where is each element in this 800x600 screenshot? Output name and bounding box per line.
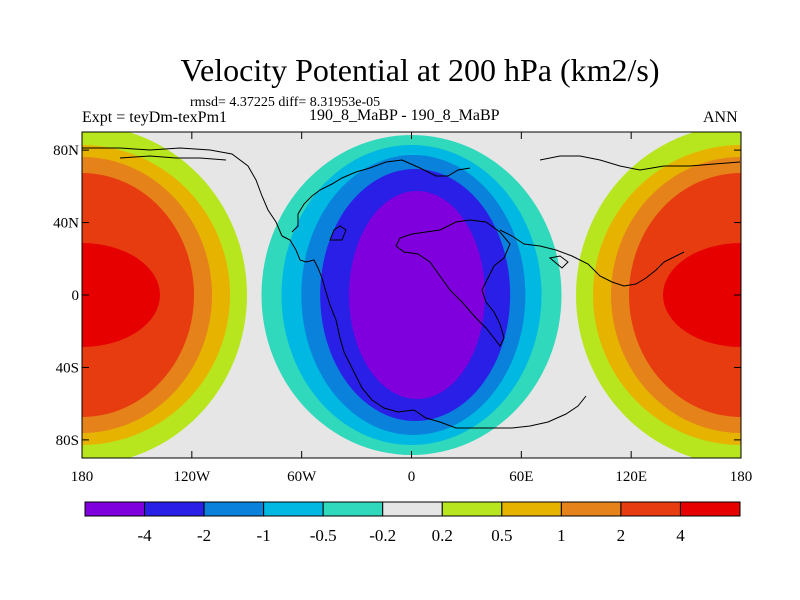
- colorbar-swatch: [263, 501, 324, 517]
- colorbar-label: -1: [257, 526, 271, 545]
- colorbar-label: 0.2: [432, 526, 453, 545]
- colorbar-label: -4: [137, 526, 152, 545]
- x-tick-label: 180: [71, 469, 94, 485]
- contour-fill-layer: [82, 132, 741, 458]
- y-tick-label: 80S: [56, 433, 79, 449]
- colorbar-swatch: [679, 501, 741, 517]
- x-tick-label: 60E: [509, 469, 533, 485]
- contour-band-negative-5: [348, 191, 485, 399]
- x-axis: 180 120W 60W 0 60E 120E 180: [71, 132, 753, 485]
- colorbar-label: 2: [617, 526, 626, 545]
- rmsd-diff-label: rmsd= 4.37225 diff= 8.31953e-05: [190, 95, 381, 110]
- colorbar-label: -2: [197, 526, 211, 545]
- colorbar-swatch: [203, 501, 265, 517]
- colorbar-label: -0.5: [310, 526, 337, 545]
- colorbar-swatch: [322, 501, 384, 517]
- colorbar-label: 0.5: [491, 526, 512, 545]
- x-tick-label: 180: [730, 469, 753, 485]
- season-label: ANN: [703, 109, 738, 126]
- x-tick-label: 120W: [173, 469, 211, 485]
- colorbar-swatch: [441, 501, 503, 517]
- colorbar-swatch: [501, 501, 562, 517]
- x-tick-label: 0: [408, 469, 416, 485]
- colorbar-swatch: [620, 501, 681, 517]
- case-label: 190_8_MaBP - 190_8_MaBP: [309, 107, 500, 124]
- colorbar: -4 -2 -1 -0.5 -0.2 0.2 0.5 1 2 4: [84, 501, 741, 545]
- colorbar-label: 4: [676, 526, 685, 545]
- colorbar-label: 1: [557, 526, 566, 545]
- y-tick-label: 40S: [56, 360, 79, 376]
- x-tick-label: 120E: [615, 469, 647, 485]
- y-tick-label: 40N: [53, 216, 79, 232]
- colorbar-swatch: [560, 501, 622, 517]
- colorbar-swatch: [144, 501, 205, 517]
- y-tick-label: 80N: [53, 143, 79, 159]
- experiment-label: Expt = teyDm-texPm1: [82, 109, 228, 126]
- colorbar-swatch: [382, 501, 443, 517]
- colorbar-swatch: [84, 501, 146, 517]
- y-axis: 80N 40N 0 40S 80S: [53, 143, 741, 449]
- colorbar-label: -0.2: [369, 526, 396, 545]
- chart-title: Velocity Potential at 200 hPa (km2/s): [180, 52, 660, 88]
- x-tick-label: 60W: [287, 469, 317, 485]
- continent-outline: [82, 147, 741, 429]
- contour-band-positive-west-5: [82, 243, 160, 347]
- contour-band-positive-east-5: [663, 243, 741, 347]
- y-tick-label: 0: [72, 288, 80, 304]
